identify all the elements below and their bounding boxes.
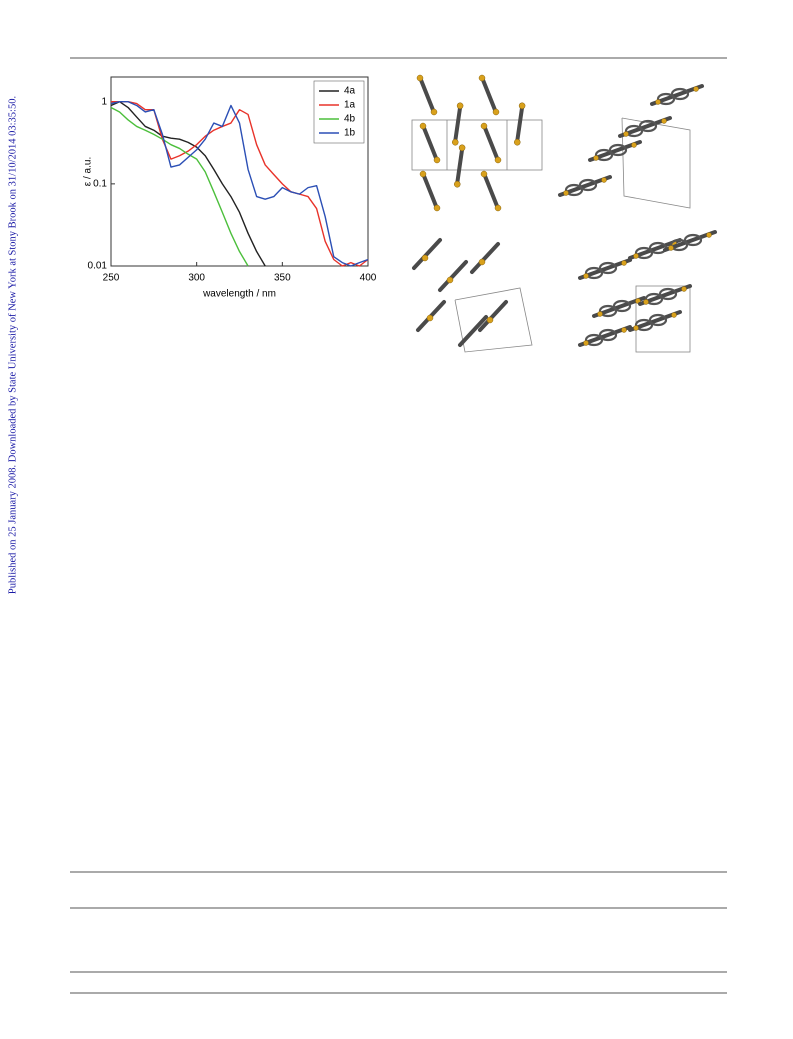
crystal-packing-2 <box>558 84 704 209</box>
series-line <box>110 101 266 267</box>
crystal-packing-1 <box>411 73 543 213</box>
x-tick-label: 250 <box>103 273 120 284</box>
legend-label: 4b <box>344 114 356 125</box>
legend-label: 1a <box>344 100 356 111</box>
y-tick-label: 0.1 <box>93 179 107 190</box>
series-line <box>110 106 249 267</box>
plot-frame <box>110 76 369 267</box>
x-tick-label: 350 <box>274 273 291 284</box>
series-line <box>110 101 369 267</box>
legend-label: 4a <box>344 86 356 97</box>
crystal-packing-3 <box>412 238 533 353</box>
legend-label: 1b <box>344 128 356 139</box>
y-axis-label: ε / a.u. <box>83 157 94 186</box>
x-tick-label: 300 <box>188 273 205 284</box>
x-axis-label: wavelength / nm <box>202 289 276 300</box>
y-tick-label: 1 <box>101 96 107 107</box>
y-tick-label: 0.01 <box>88 261 108 272</box>
sidebar-text: Published on 25 January 2008. Downloaded… <box>7 96 18 594</box>
crystal-packing-4 <box>578 230 717 353</box>
x-tick-label: 400 <box>360 273 377 284</box>
